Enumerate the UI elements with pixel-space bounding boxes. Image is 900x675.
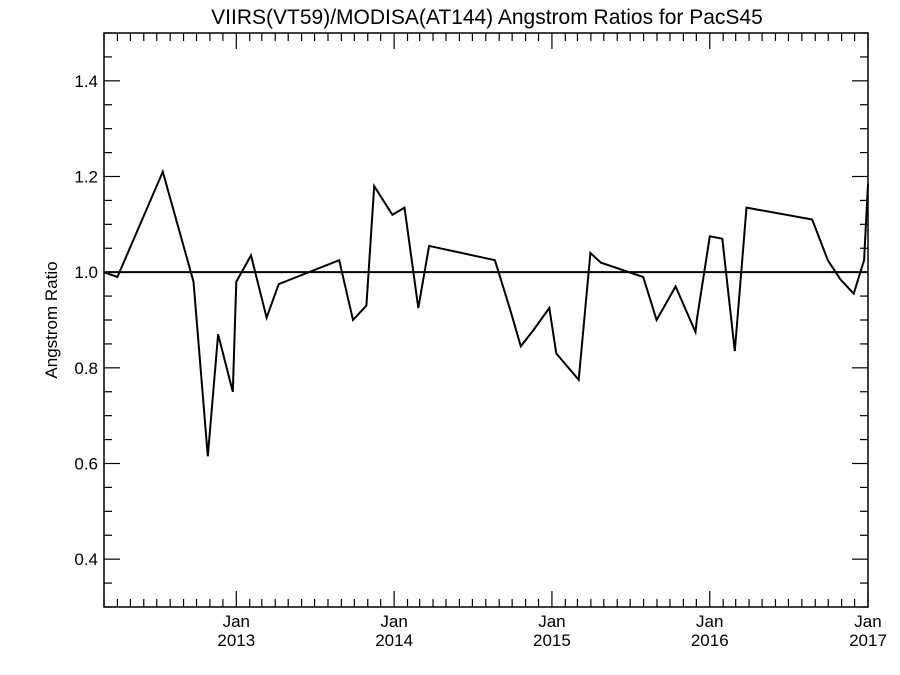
y-tick-label: 1.2 <box>74 168 98 187</box>
y-tick-label: 1.0 <box>74 263 98 282</box>
x-tick-year-label: 2014 <box>375 631 413 650</box>
x-tick-year-label: 2016 <box>691 631 729 650</box>
x-tick-month-label: Jan <box>538 612 565 631</box>
plot-frame <box>103 32 869 608</box>
plot-area <box>103 168 869 457</box>
x-tick-month-label: Jan <box>380 612 407 631</box>
axis-ticks <box>103 32 869 608</box>
y-tick-label: 0.6 <box>74 455 98 474</box>
chart-title: VIIRS(VT59)/MODISA(AT144) Angstrom Ratio… <box>211 6 763 29</box>
tick-labels: 0.40.60.81.01.21.4Jan2013Jan2014Jan2015J… <box>74 72 887 650</box>
y-tick-label: 0.8 <box>74 359 98 378</box>
x-tick-month-label: Jan <box>854 612 881 631</box>
x-tick-month-label: Jan <box>223 612 250 631</box>
series-line <box>103 168 869 457</box>
x-tick-year-label: 2017 <box>849 631 887 650</box>
y-axis-label: Angstrom Ratio <box>42 261 61 378</box>
x-tick-year-label: 2013 <box>217 631 255 650</box>
x-tick-year-label: 2015 <box>533 631 571 650</box>
y-tick-label: 0.4 <box>74 550 98 569</box>
y-tick-label: 1.4 <box>74 72 98 91</box>
x-tick-month-label: Jan <box>696 612 723 631</box>
